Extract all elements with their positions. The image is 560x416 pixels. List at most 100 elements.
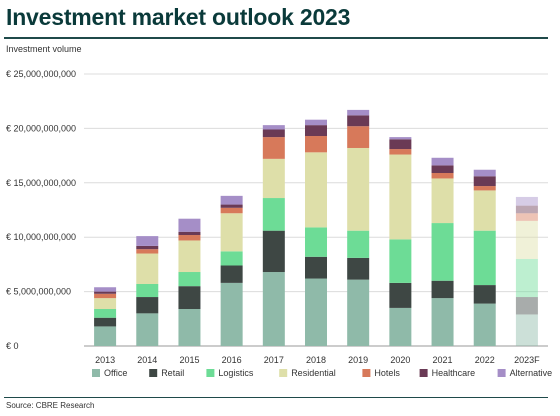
bar-segment-hotels (515, 213, 538, 221)
legend-swatch-residential (279, 369, 288, 377)
bar-segment-logistics (94, 309, 117, 318)
legend-label: Hotels (374, 368, 400, 378)
bar-segment-office (178, 309, 201, 346)
bar-segment-logistics (473, 230, 496, 286)
bar-segment-office (347, 279, 370, 346)
bar-segment-healthcare (94, 291, 117, 294)
x-tick-label: 2016 (222, 355, 242, 365)
bar-segment-hotels (220, 207, 243, 214)
bar-segment-residential (178, 240, 201, 273)
bar-segment-alternative (347, 109, 370, 116)
bar-segment-hotels (389, 149, 412, 155)
x-tick-label: 2021 (433, 355, 453, 365)
legend-swatch-hotels (362, 369, 371, 377)
bar-segment-hotels (94, 293, 117, 299)
legend-swatch-alternative (497, 369, 506, 377)
bar-segment-office (389, 307, 412, 346)
bar-segment-healthcare (305, 125, 327, 137)
bar-segment-alternative (305, 119, 327, 126)
bar-segment-alternative (431, 157, 454, 166)
y-tick-label: € 25,000,000,000 (6, 69, 76, 79)
bar-segment-logistics (178, 272, 201, 287)
x-tick-label: 2020 (390, 355, 410, 365)
legend-swatch-logistics (206, 369, 215, 377)
y-tick-label: € 15,000,000,000 (6, 178, 76, 188)
bar-segment-logistics (347, 230, 370, 258)
y-tick-label: € 10,000,000,000 (6, 232, 76, 242)
x-tick-label: 2014 (137, 355, 157, 365)
bar-segment-office (473, 303, 496, 346)
y-tick-label: € 5,000,000,000 (6, 287, 71, 297)
bar-segment-retail (389, 282, 412, 308)
legend-swatch-office (92, 369, 100, 377)
bar-segment-logistics (220, 251, 243, 266)
legend-label: Residential (291, 368, 336, 378)
bar-segment-residential (515, 220, 538, 259)
bar-segment-hotels (262, 137, 285, 159)
bar-segment-residential (262, 158, 285, 199)
bar-segment-logistics (515, 258, 538, 298)
bar-segment-residential (389, 154, 412, 240)
bar-segment-hotels (473, 186, 496, 191)
bar-segment-retail (94, 317, 117, 327)
bar-segment-logistics (431, 223, 454, 281)
bar-segment-healthcare (136, 245, 159, 250)
x-tick-label: 2019 (348, 355, 368, 365)
bar-segment-hotels (347, 126, 370, 148)
bar-segment-residential (431, 178, 454, 224)
x-tick-label: 2015 (179, 355, 199, 365)
bar-segment-alternative (220, 195, 243, 205)
bar-segment-retail (178, 286, 201, 310)
bar-segment-office (220, 282, 243, 346)
bar-segment-office (305, 278, 327, 346)
bar-segment-alternative (94, 287, 117, 292)
source-note: Source: CBRE Research (6, 401, 95, 410)
x-tick-label: 2013 (95, 355, 115, 365)
bar-segment-healthcare (220, 204, 243, 208)
bar-segment-retail (136, 297, 159, 314)
bar-segment-hotels (431, 173, 454, 179)
bar-segment-healthcare (262, 129, 285, 138)
bar-segment-retail (473, 285, 496, 304)
bar-segment-residential (220, 213, 243, 252)
y-tick-label: € 0 (6, 341, 19, 351)
y-tick-label: € 20,000,000,000 (6, 123, 76, 133)
bar-segment-office (515, 314, 538, 346)
bar-segment-healthcare (515, 205, 538, 214)
bar-segment-healthcare (473, 176, 496, 187)
legend-label: Office (104, 368, 127, 378)
legend-swatch-healthcare (419, 369, 428, 377)
bar-segment-logistics (262, 198, 285, 231)
bar-segment-office (262, 272, 285, 346)
legend-label: Logistics (218, 368, 254, 378)
bar-segment-retail (220, 265, 243, 283)
bar-segment-office (431, 298, 454, 346)
legend-label: Alternative (510, 368, 553, 378)
bar-segment-retail (431, 280, 454, 299)
footer-rule (4, 397, 548, 398)
bar-segment-hotels (136, 249, 159, 254)
bar-segment-logistics (389, 239, 412, 283)
bar-segment-alternative (262, 125, 285, 130)
bar-segment-healthcare (389, 139, 412, 150)
legend-label: Healthcare (432, 368, 476, 378)
bar-segment-hotels (178, 235, 201, 241)
bar-segment-healthcare (431, 165, 454, 174)
bar-segment-hotels (305, 136, 327, 153)
y-axis-label: Investment volume (6, 44, 82, 54)
bar-segment-alternative (473, 169, 496, 177)
x-tick-label: 2017 (264, 355, 284, 365)
bar-segment-residential (347, 147, 370, 231)
bar-segment-retail (305, 256, 327, 279)
bar-segment-alternative (136, 236, 159, 246)
bar-segment-retail (347, 257, 370, 280)
x-tick-label: 2018 (306, 355, 326, 365)
legend-swatch-retail (149, 369, 158, 377)
x-tick-label: 2023F (514, 355, 540, 365)
bar-segment-retail (515, 297, 538, 315)
bar-segment-alternative (389, 137, 412, 140)
bar-segment-residential (136, 253, 159, 284)
title-rule (4, 37, 548, 39)
